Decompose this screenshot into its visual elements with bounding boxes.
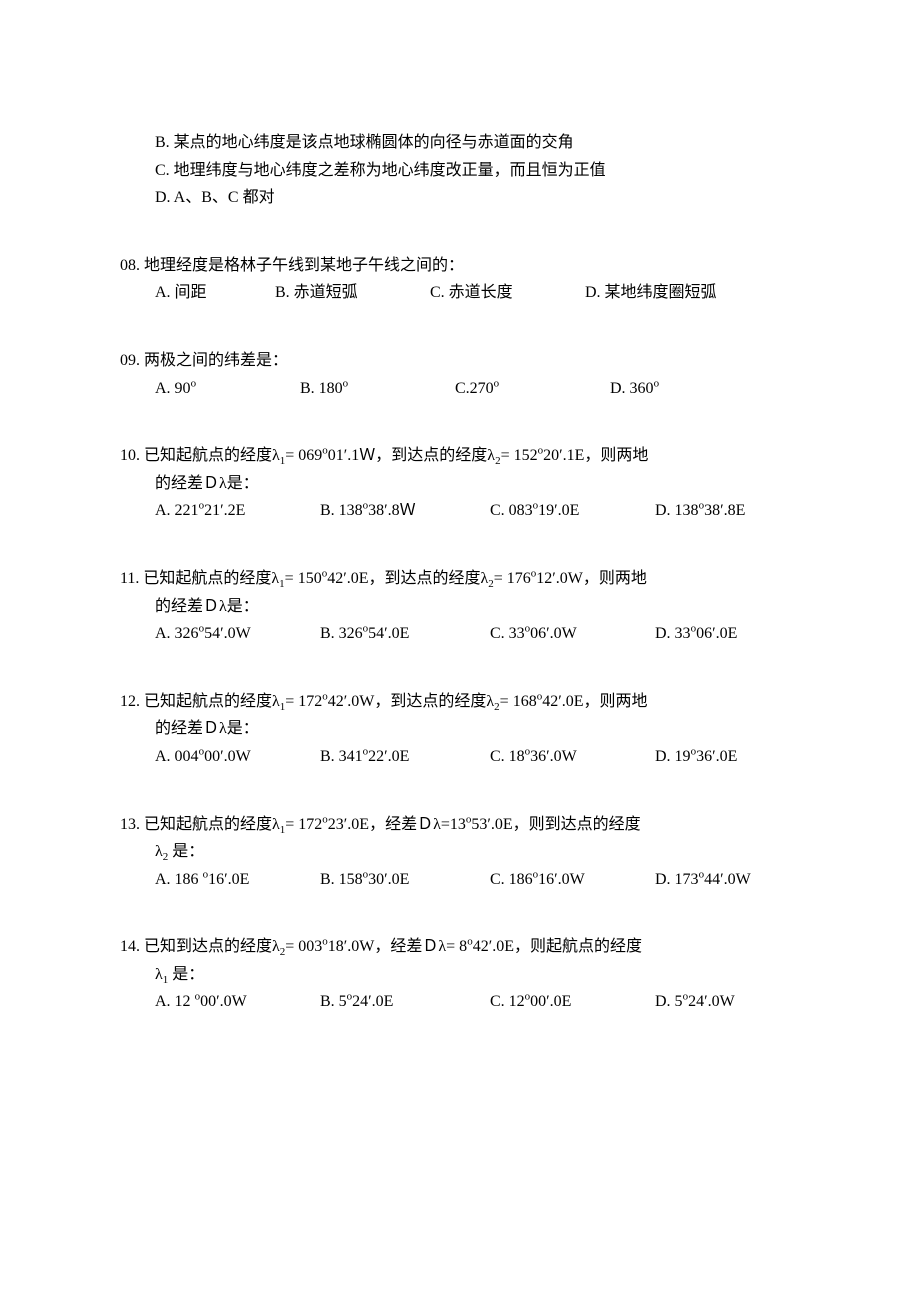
q12-stem: 12. 已知起航点的经度λ1= 172o42′.0W，到达点的经度λ2= 168… <box>115 689 810 715</box>
q12-option-a: A. 004o00′.0W <box>155 744 320 770</box>
q09-option-d: D. 360o <box>610 376 659 402</box>
question-14: 14. 已知到达点的经度λ2= 003o18′.0W，经差Ｄλ= 8o42′.0… <box>115 934 810 1015</box>
q08-stem: 08. 地理经度是格林子午线到某地子午线之间的： <box>115 253 810 279</box>
q12-options: A. 004o00′.0W B. 341o22′.0E C. 18o36′.0W… <box>115 744 810 770</box>
q08-options: A. 间距 B. 赤道短弧 C. 赤道长度 D. 某地纬度圈短弧 <box>115 280 810 306</box>
q08-option-c: C. 赤道长度 <box>430 280 585 306</box>
q12-stem-2: 的经差Ｄλ是： <box>115 716 810 742</box>
q10-stem: 10. 已知起航点的经度λ1= 069o01′.1Ｗ，到达点的经度λ2= 152… <box>115 443 810 469</box>
q14-options: A. 12 o00′.0W B. 5o24′.0E C. 12o00′.0E D… <box>115 989 810 1015</box>
question-12: 12. 已知起航点的经度λ1= 172o42′.0W，到达点的经度λ2= 168… <box>115 689 810 770</box>
q11-options: A. 326o54′.0W B. 326o54′.0E C. 33o06′.0W… <box>115 621 810 647</box>
q12-option-d: D. 19o36′.0E <box>655 744 737 770</box>
q14-stem-2: λ1 是： <box>115 962 810 988</box>
q14-option-a: A. 12 o00′.0W <box>155 989 320 1015</box>
q10-option-c: C. 083o19′.0E <box>490 498 655 524</box>
question-10: 10. 已知起航点的经度λ1= 069o01′.1Ｗ，到达点的经度λ2= 152… <box>115 443 810 524</box>
q13-option-c: C. 186o16′.0W <box>490 867 655 893</box>
q13-stem-2: λ2 是： <box>115 839 810 865</box>
q09-option-c: C.270o <box>455 376 610 402</box>
q12-option-c: C. 18o36′.0W <box>490 744 655 770</box>
q11-stem: 11. 已知起航点的经度λ1= 150o42′.0E，到达点的经度λ2= 176… <box>115 566 810 592</box>
q14-stem: 14. 已知到达点的经度λ2= 003o18′.0W，经差Ｄλ= 8o42′.0… <box>115 934 810 960</box>
q13-option-b: B. 158o30′.0E <box>320 867 490 893</box>
q13-option-a: A. 186 o16′.0E <box>155 867 320 893</box>
q14-option-b: B. 5o24′.0E <box>320 989 490 1015</box>
q10-options: A. 221o21′.2E B. 138o38′.8Ｗ C. 083o19′.0… <box>115 498 810 524</box>
q09-option-b: B. 180o <box>300 376 455 402</box>
q09-option-a: A. 90o <box>155 376 300 402</box>
q09-stem: 09. 两极之间的纬差是： <box>115 348 810 374</box>
q07-option-b: B. 某点的地心纬度是该点地球椭圆体的向径与赤道面的交角 <box>115 130 810 156</box>
q13-option-d: D. 173o44′.0W <box>655 867 751 893</box>
q08-option-b: B. 赤道短弧 <box>275 280 430 306</box>
q11-option-d: D. 33o06′.0E <box>655 621 737 647</box>
q07-option-d: D. A、B、C 都对 <box>115 185 810 211</box>
q13-options: A. 186 o16′.0E B. 158o30′.0E C. 186o16′.… <box>115 867 810 893</box>
q11-option-c: C. 33o06′.0W <box>490 621 655 647</box>
question-08: 08. 地理经度是格林子午线到某地子午线之间的： A. 间距 B. 赤道短弧 C… <box>115 253 810 306</box>
question-11: 11. 已知起航点的经度λ1= 150o42′.0E，到达点的经度λ2= 176… <box>115 566 810 647</box>
question-09: 09. 两极之间的纬差是： A. 90o B. 180o C.270o D. 3… <box>115 348 810 401</box>
q14-option-d: D. 5o24′.0W <box>655 989 735 1015</box>
q10-option-d: D. 138o38′.8E <box>655 498 745 524</box>
q09-options: A. 90o B. 180o C.270o D. 360o <box>115 376 810 402</box>
q08-option-d: D. 某地纬度圈短弧 <box>585 280 717 306</box>
q07-option-c: C. 地理纬度与地心纬度之差称为地心纬度改正量，而且恒为正值 <box>115 158 810 184</box>
question-13: 13. 已知起航点的经度λ1= 172o23′.0E，经差Ｄλ=13o53′.0… <box>115 812 810 893</box>
q11-stem-2: 的经差Ｄλ是： <box>115 594 810 620</box>
question-07-partial: B. 某点的地心纬度是该点地球椭圆体的向径与赤道面的交角 C. 地理纬度与地心纬… <box>115 130 810 211</box>
q11-option-b: B. 326o54′.0E <box>320 621 490 647</box>
q10-option-b: B. 138o38′.8Ｗ <box>320 498 490 524</box>
q10-stem-2: 的经差Ｄλ是： <box>115 471 810 497</box>
q10-option-a: A. 221o21′.2E <box>155 498 320 524</box>
q08-option-a: A. 间距 <box>155 280 275 306</box>
q14-option-c: C. 12o00′.0E <box>490 989 655 1015</box>
q12-option-b: B. 341o22′.0E <box>320 744 490 770</box>
q11-option-a: A. 326o54′.0W <box>155 621 320 647</box>
q13-stem: 13. 已知起航点的经度λ1= 172o23′.0E，经差Ｄλ=13o53′.0… <box>115 812 810 838</box>
